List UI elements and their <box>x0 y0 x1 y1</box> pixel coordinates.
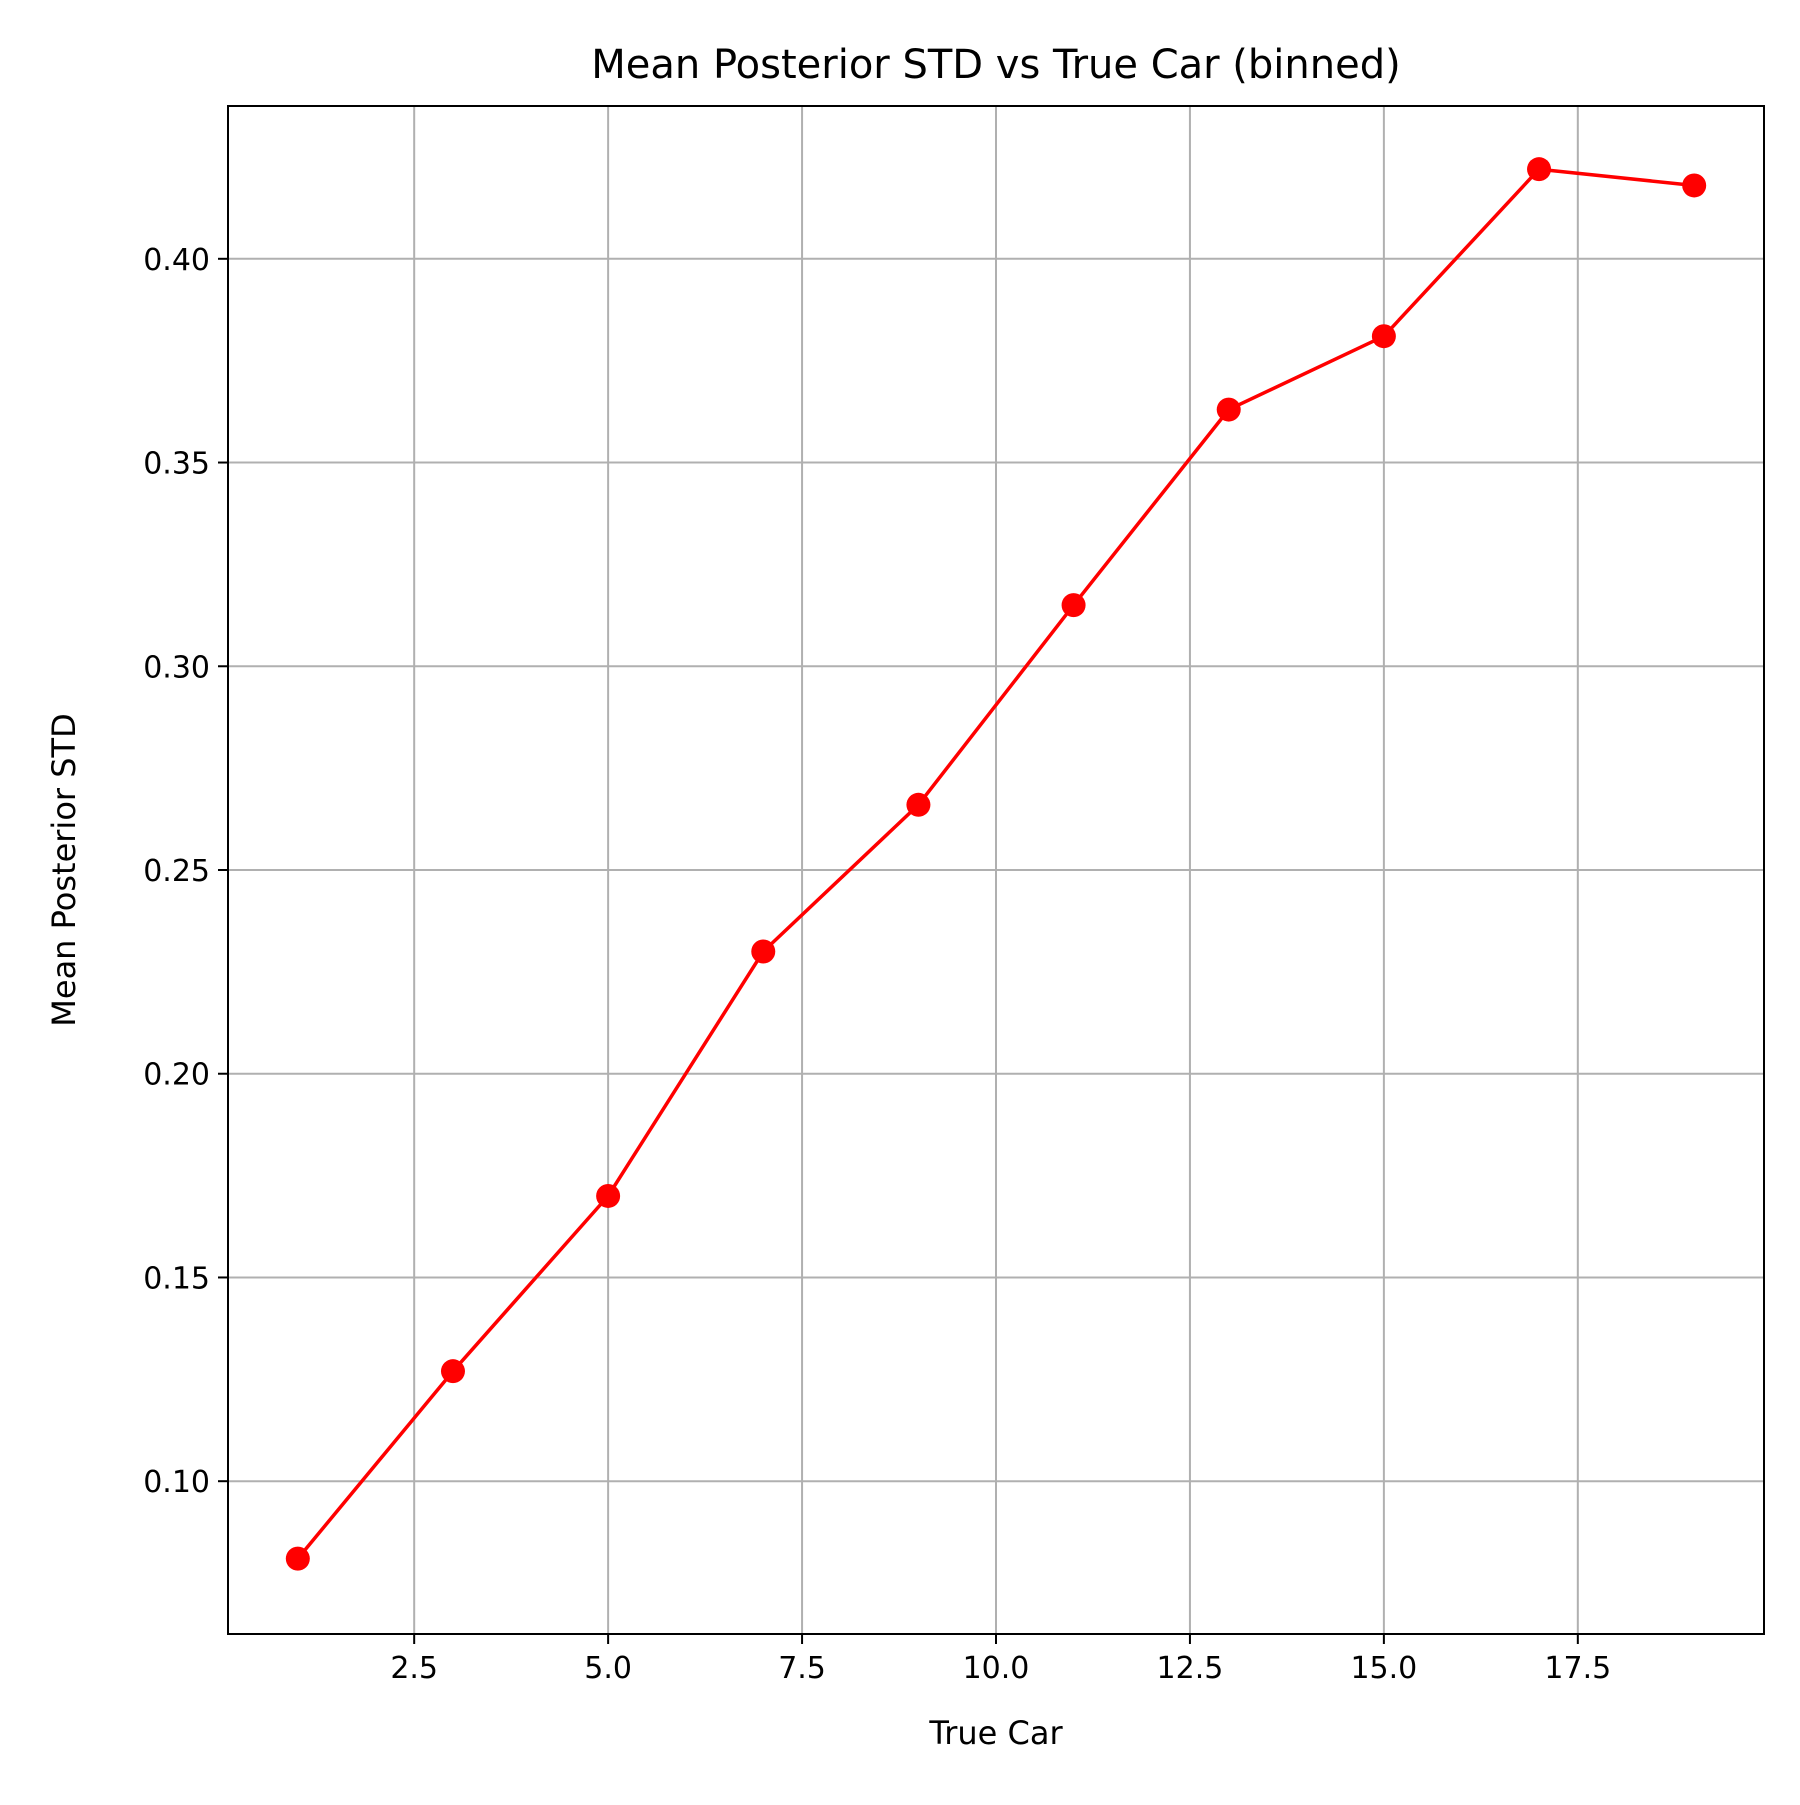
y-tick-label: 0.15 <box>143 1261 210 1296</box>
chart-title: Mean Posterior STD vs True Car (binned) <box>591 42 1400 88</box>
y-tick-label: 0.35 <box>143 447 210 482</box>
x-axis-label: True Car <box>928 1714 1063 1752</box>
grid <box>228 106 1764 1634</box>
x-tick-label: 12.5 <box>1157 1651 1224 1686</box>
x-tick-label: 7.5 <box>778 1651 826 1686</box>
y-axis-label: Mean Posterior STD <box>45 713 83 1026</box>
series <box>285 157 1707 1571</box>
y-tick-label: 0.30 <box>143 650 210 685</box>
x-tick-label: 2.5 <box>390 1651 438 1686</box>
data-point <box>285 1546 310 1571</box>
x-tick-label: 15.0 <box>1350 1651 1417 1686</box>
x-tick-label: 10.0 <box>963 1651 1030 1686</box>
y-tick-label: 0.25 <box>143 854 210 889</box>
x-tick-label: 5.0 <box>584 1651 632 1686</box>
data-point <box>1527 157 1552 182</box>
data-point <box>440 1359 465 1384</box>
data-point <box>1061 593 1086 618</box>
ticks: 2.5 5.0 7.5 10.0 12.5 15.0 17.5 0.10 0.15 0.20 0.2… <box>143 243 1611 1686</box>
y-tick-label: 0.20 <box>143 1058 210 1093</box>
data-point <box>1216 397 1241 422</box>
data-point <box>906 792 931 817</box>
x-tick-label: 17.5 <box>1544 1651 1611 1686</box>
data-point <box>751 939 776 964</box>
data-point <box>1682 173 1707 198</box>
data-point <box>596 1183 621 1208</box>
data-point <box>1371 324 1396 349</box>
y-tick-label: 0.40 <box>143 243 210 278</box>
y-tick-label: 0.10 <box>143 1465 210 1500</box>
series-line <box>296 167 1695 1560</box>
